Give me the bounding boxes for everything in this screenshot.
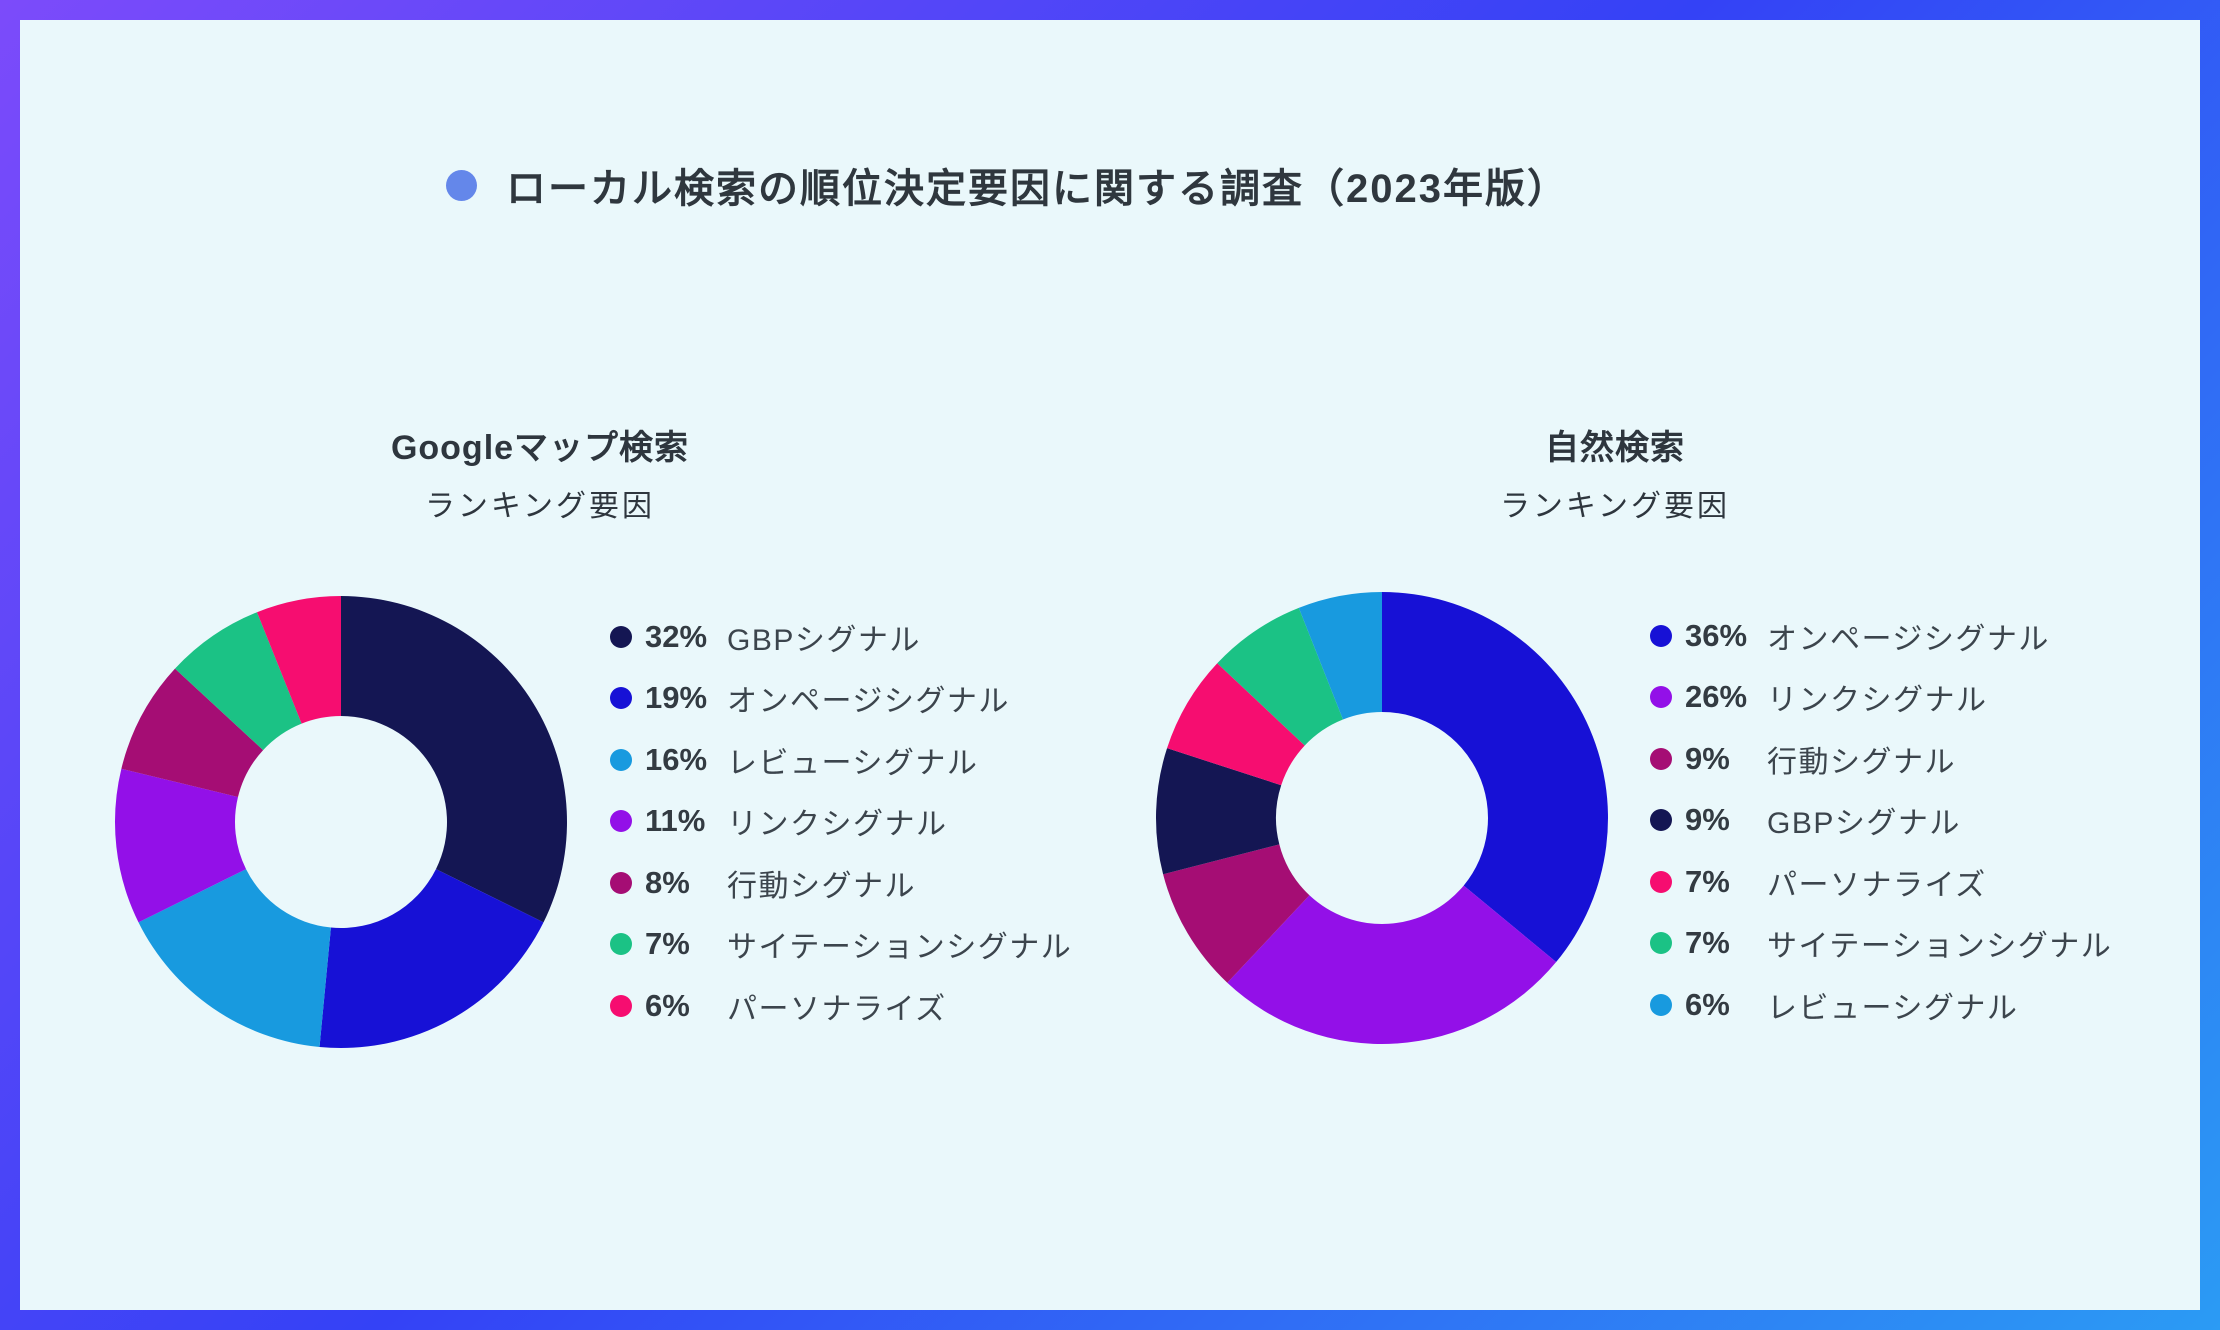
legend-label: オンページシグナル — [1767, 622, 2050, 656]
legend-label: オンページシグナル — [727, 685, 1010, 719]
donut-slice — [1156, 748, 1282, 875]
legend-label: 行動シグナル — [1767, 745, 1956, 779]
legend-percent: 19% — [645, 680, 708, 716]
donut-slice — [115, 768, 247, 923]
legend-item: 9% GBPシグナル — [1650, 790, 2112, 852]
legend-label: GBPシグナル — [1767, 807, 1961, 841]
donut-slice — [138, 869, 331, 1047]
donut-slice — [257, 596, 341, 724]
legend-dot-icon — [610, 994, 632, 1017]
legend-percent: 7% — [1685, 925, 1730, 961]
chart-title-main: 自然検索 — [1545, 429, 1685, 467]
legend-item: 16% レビューシグナル — [610, 729, 1072, 791]
legend-dot-icon — [1650, 686, 1672, 709]
donut-chart-googlemap — [115, 596, 567, 1048]
legend-dot-icon — [610, 625, 632, 648]
legend-item: 19% オンページシグナル — [610, 668, 1072, 730]
legend-item: 26% リンクシグナル — [1650, 667, 2112, 729]
legend-percent: 7% — [645, 926, 690, 962]
legend-item: 8% 行動シグナル — [610, 852, 1072, 914]
legend-organic: 36% オンページシグナル 26% リンクシグナル 9% 行動シグナル 9% GBPシグナル 7… — [1650, 605, 2112, 1036]
legend-label: サイテーションシグナル — [1767, 930, 2113, 964]
legend-dot-icon — [1650, 624, 1672, 647]
legend-percent: 9% — [1685, 740, 1730, 776]
donut-slice — [319, 869, 544, 1048]
legend-dot-icon — [610, 687, 632, 710]
legend-dot-icon — [610, 810, 632, 833]
legend-label: パーソナライズ — [1767, 868, 1987, 902]
legend-label: GBPシグナル — [727, 623, 921, 657]
legend-label: レビューシグナル — [727, 746, 979, 780]
legend-label: リンクシグナル — [727, 808, 948, 842]
legend-percent: 6% — [645, 987, 690, 1023]
donut-chart-organic — [1156, 592, 1608, 1044]
legend-percent: 36% — [1685, 617, 1748, 653]
donut-slice — [1167, 663, 1305, 786]
legend-item: 7% サイテーションシグナル — [1650, 913, 2112, 975]
chart-title-sub: ランキング要因 — [1499, 490, 1731, 523]
donut-slice — [1163, 844, 1310, 983]
legend-percent: 11% — [645, 803, 706, 839]
chart-title-googlemap: Googleマップ検索 ランキング要因 — [260, 420, 820, 525]
donut-slice — [1382, 592, 1608, 963]
donut-slice — [1227, 885, 1557, 1044]
legend-label: リンクシグナル — [1767, 684, 1988, 718]
legend-dot-icon — [610, 871, 632, 894]
chart-title-organic: 自然検索 ランキング要因 — [1335, 420, 1895, 525]
legend-item: 7% パーソナライズ — [1650, 851, 2112, 913]
legend-item: 11% リンクシグナル — [610, 791, 1072, 853]
legend-item: 6% パーソナライズ — [610, 975, 1072, 1037]
legend-label: パーソナライズ — [727, 992, 947, 1026]
legend-label: レビューシグナル — [1767, 991, 2019, 1025]
page-title: ローカル検索の順位決定要因に関する調査（2023年版） — [506, 167, 1569, 211]
legend-percent: 6% — [1685, 986, 1730, 1022]
legend-googlemap: 32% GBPシグナル 19% オンページシグナル 16% レビューシグナル 11% リンクシ… — [610, 606, 1072, 1037]
page-title-row: ローカル検索の順位決定要因に関する調査（2023年版） — [446, 160, 1569, 211]
legend-percent: 26% — [1685, 679, 1748, 715]
legend-percent: 9% — [1685, 802, 1730, 838]
donut-slice — [1298, 592, 1382, 720]
chart-title-sub: ランキング要因 — [424, 490, 656, 523]
donut-slice — [1217, 607, 1343, 746]
legend-item: 32% GBPシグナル — [610, 606, 1072, 668]
donut-slice — [341, 596, 567, 923]
legend-percent: 16% — [645, 741, 708, 777]
donut-slice — [121, 668, 264, 798]
legend-label: 行動シグナル — [727, 869, 916, 903]
legend-item: 6% レビューシグナル — [1650, 974, 2112, 1036]
legend-dot-icon — [1650, 932, 1672, 955]
legend-percent: 32% — [645, 618, 708, 654]
legend-percent: 8% — [645, 864, 690, 900]
legend-dot-icon — [1650, 993, 1672, 1016]
legend-dot-icon — [1650, 809, 1672, 832]
legend-dot-icon — [1650, 870, 1672, 893]
title-bullet-icon — [446, 169, 477, 201]
legend-percent: 7% — [1685, 863, 1730, 899]
slide-panel: ローカル検索の順位決定要因に関する調査（2023年版） Googleマップ検索 … — [20, 20, 2200, 1310]
legend-label: サイテーションシグナル — [727, 931, 1073, 965]
legend-dot-icon — [610, 748, 632, 771]
legend-dot-icon — [1650, 747, 1672, 770]
legend-item: 9% 行動シグナル — [1650, 728, 2112, 790]
donut-slice — [174, 612, 302, 751]
legend-item: 7% サイテーションシグナル — [610, 914, 1072, 976]
legend-item: 36% オンページシグナル — [1650, 605, 2112, 667]
legend-dot-icon — [610, 933, 632, 956]
chart-title-main: Googleマップ検索 — [390, 429, 690, 467]
